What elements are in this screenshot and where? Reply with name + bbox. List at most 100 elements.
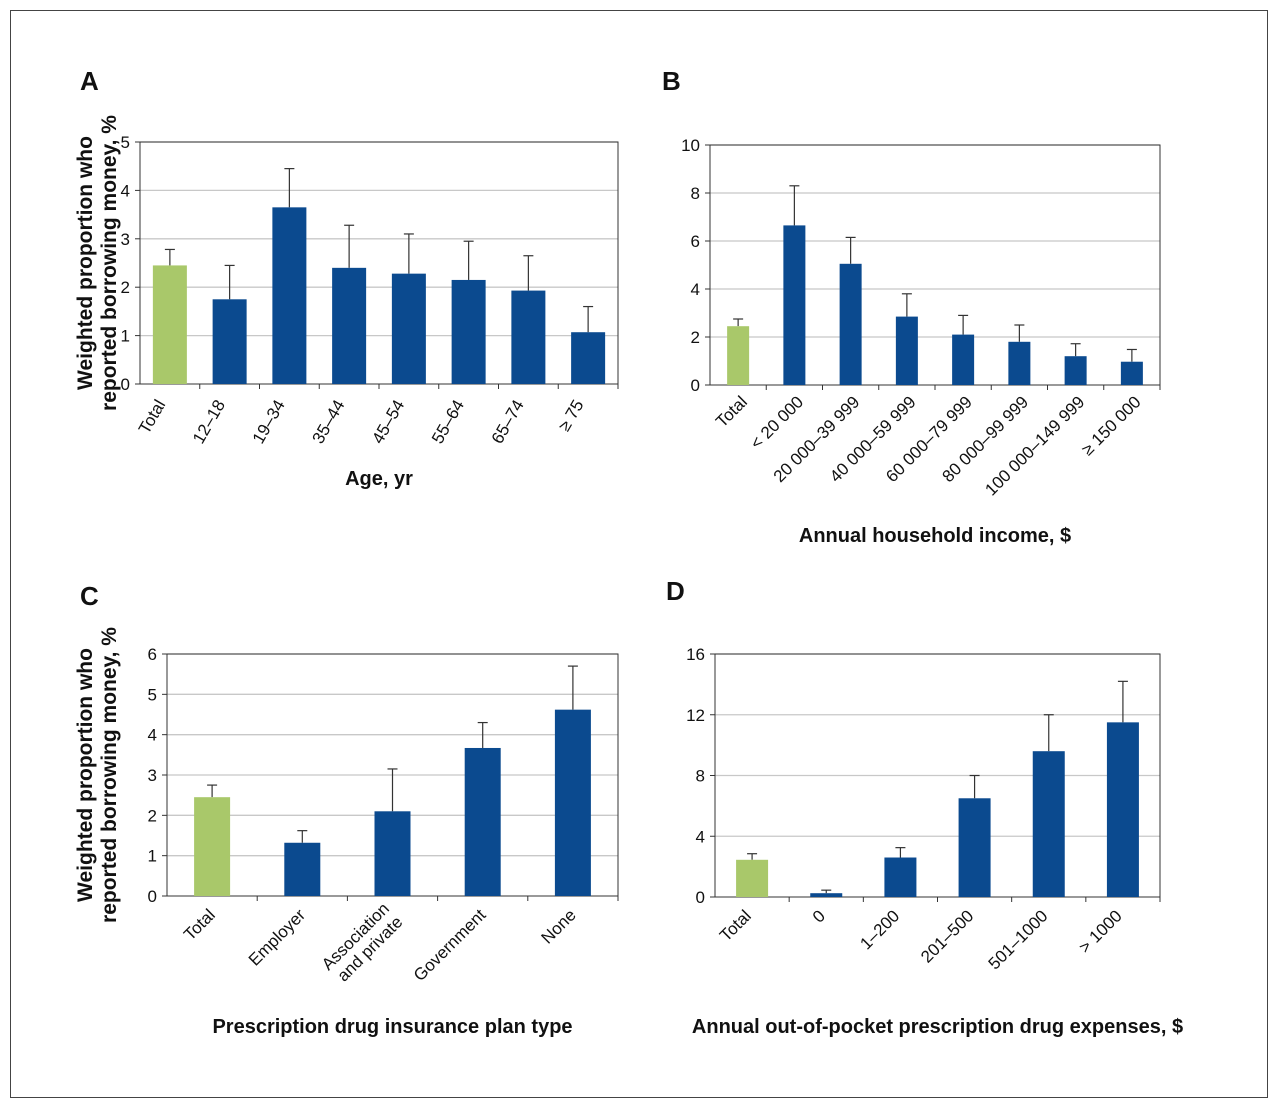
y-tick-label: 5 [121, 133, 130, 152]
x-tick-label: 12–18 [189, 397, 229, 447]
bar-55-64 [451, 279, 486, 384]
x-tick-label: Total [712, 392, 751, 431]
x-tick-label-line: 35–44 [308, 397, 348, 447]
x-tick-label: 55–64 [428, 397, 468, 447]
plot-area [139, 141, 619, 385]
x-tick-label-line: > 1000 [1075, 906, 1126, 957]
x-tick-label-line: Total [712, 392, 751, 431]
x-axis-title: Age, yr [345, 468, 413, 490]
x-tick-label: 100 000–149 999 [981, 392, 1088, 499]
x-tick-label: Government [410, 905, 490, 985]
x-tick-label-line: Government [410, 905, 490, 985]
x-tick-label: 45–54 [368, 397, 408, 447]
bar-150-000 [1120, 361, 1143, 385]
bar-total [152, 265, 187, 384]
x-tick-label-line: 1–200 [856, 906, 903, 953]
panel-label: C [80, 581, 99, 611]
bar-government [464, 747, 501, 896]
x-tick-label-line: ≥ 75 [555, 397, 588, 435]
bar-association-and-private [374, 811, 411, 896]
y-axis-title: Weighted proportion whoreported borrowin… [74, 627, 121, 923]
y-tick-label: 8 [691, 184, 700, 203]
panel-label: B [662, 66, 681, 96]
y-tick-label: 2 [148, 806, 157, 825]
x-tick-label: Total [135, 397, 169, 438]
x-axis-title: Annual out-of-pocket prescription drug e… [692, 1016, 1183, 1038]
bar-40-000-59-999 [895, 316, 918, 385]
bar-employer [284, 842, 321, 896]
y-tick-label: 1 [121, 327, 130, 346]
x-tick-label: 1–200 [856, 906, 903, 953]
bar-201-500 [958, 798, 991, 897]
bar-none [554, 709, 591, 896]
x-tick-label-line: 501–1000 [985, 906, 1052, 973]
y-axis-title-line: Weighted proportion who [74, 136, 97, 390]
x-tick-label: > 1000 [1075, 906, 1126, 957]
x-tick-label-line: 19–34 [249, 397, 289, 447]
x-tick-label-line: None [538, 905, 580, 947]
y-tick-label: 3 [121, 230, 130, 249]
x-axis-title: Prescription drug insurance plan type [212, 1016, 572, 1038]
bar-12-18 [212, 299, 247, 384]
y-tick-label: 0 [121, 375, 130, 394]
bar-19-34 [272, 207, 307, 384]
y-axis-title-line: reported borrowing money, % [98, 115, 121, 411]
y-tick-label: 4 [696, 827, 705, 846]
x-tick-label: Total [180, 905, 219, 944]
x-tick-label: 35–44 [308, 397, 348, 447]
x-tick-label-line: Total [135, 397, 169, 438]
x-tick-label: 0 [809, 906, 829, 926]
bar-total [194, 797, 231, 896]
x-tick-label: 65–74 [488, 397, 528, 447]
chart-panel-a: A 0 1 2 3 4 5 Total 12–18 19–34 35–44 45–54 55–64 65–… [74, 66, 619, 490]
y-tick-label: 8 [696, 767, 705, 786]
x-tick-label: ≥ 75 [555, 397, 588, 435]
y-tick-label: 0 [691, 376, 700, 395]
x-tick-label-line: Total [180, 905, 219, 944]
bar-1000 [1106, 722, 1139, 897]
bar-65-74 [511, 290, 546, 384]
x-axis-title: Annual household income, $ [799, 525, 1071, 547]
plot-area [709, 144, 1161, 386]
y-tick-label: 1 [148, 847, 157, 866]
x-tick-label: None [538, 905, 580, 947]
x-tick-label: Total [716, 906, 755, 945]
x-tick-label-line: 201–500 [917, 906, 977, 966]
y-tick-label: 3 [148, 766, 157, 785]
y-tick-label: 4 [691, 280, 700, 299]
x-tick-label: ≥ 150 000 [1078, 392, 1145, 459]
bar-75 [571, 332, 606, 384]
y-tick-label: 0 [148, 887, 157, 906]
x-tick-label-line: 100 000–149 999 [981, 392, 1088, 499]
bar-80-000-99-999 [1008, 341, 1031, 385]
panel-label: A [80, 66, 99, 96]
x-tick-label-line: 12–18 [189, 397, 229, 447]
y-tick-label: 10 [681, 136, 700, 155]
x-tick-label-line: 65–74 [488, 397, 528, 447]
x-tick-label-line: Total [716, 906, 755, 945]
x-tick-label: Employer [245, 905, 309, 969]
bar-100-000-149-999 [1064, 356, 1087, 385]
bar-35-44 [332, 267, 367, 384]
bar-total [727, 326, 750, 385]
x-tick-label-line: 0 [809, 906, 829, 926]
bar-total [736, 859, 769, 897]
panel-label: D [666, 576, 685, 606]
y-tick-label: 0 [696, 888, 705, 907]
y-tick-label: 2 [121, 278, 130, 297]
x-tick-label: Associationand private [318, 899, 406, 987]
bar-20-000-39-999 [839, 263, 862, 385]
y-axis-title-line: Weighted proportion who [74, 648, 97, 902]
y-tick-label: 4 [121, 181, 130, 200]
x-tick-label-line: 55–64 [428, 397, 468, 447]
bar-501-1000 [1032, 751, 1065, 897]
y-tick-label: 5 [148, 685, 157, 704]
bar-1-200 [884, 857, 917, 897]
bar-20-000 [783, 225, 806, 385]
y-tick-label: 4 [148, 726, 157, 745]
y-tick-label: 12 [686, 706, 705, 725]
y-axis-title: Weighted proportion whoreported borrowin… [74, 115, 121, 411]
x-tick-label: 19–34 [249, 397, 289, 447]
